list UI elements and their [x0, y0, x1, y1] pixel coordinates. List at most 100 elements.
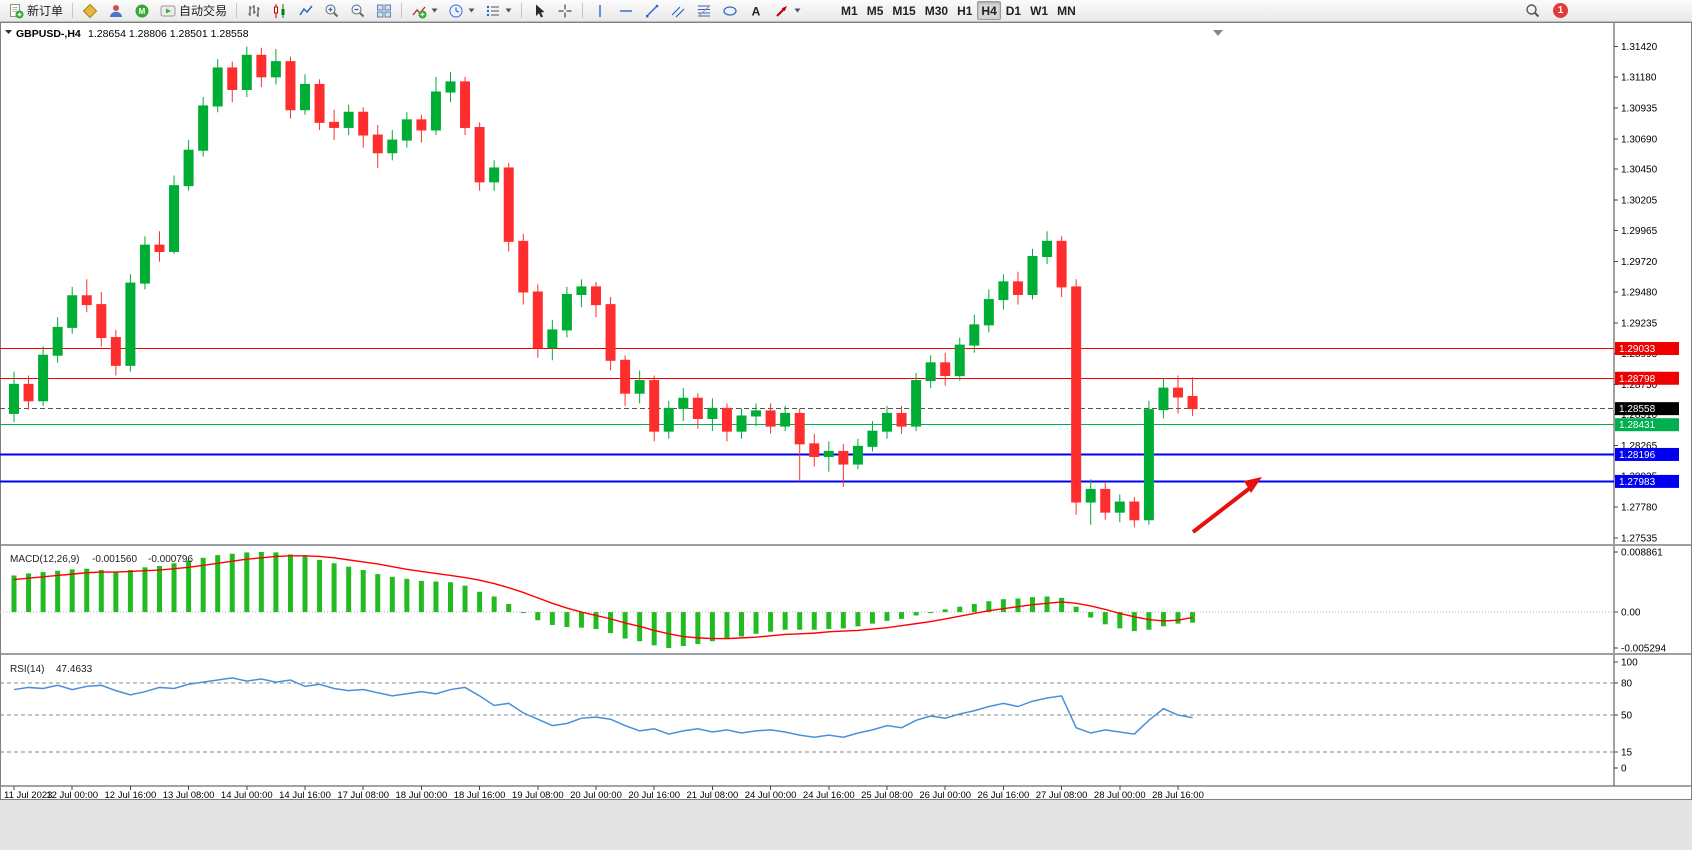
- search-button[interactable]: [1521, 1, 1545, 20]
- arrow-object-icon: [776, 5, 788, 17]
- candle-body: [707, 407, 718, 420]
- arrow-annotation-head[interactable]: [1244, 477, 1262, 493]
- timeframe-button-m15[interactable]: M15: [888, 1, 919, 20]
- channel-tool-button[interactable]: [666, 1, 690, 20]
- price-tick-label: 1.30690: [1621, 134, 1658, 145]
- line-chart-button[interactable]: [294, 1, 318, 20]
- toolbar-separator: [521, 3, 523, 18]
- candlestick-chart-button[interactable]: [268, 1, 292, 20]
- text-tool-icon: A: [752, 4, 761, 18]
- timeframe-button-m5[interactable]: M5: [863, 1, 888, 20]
- new-order-button[interactable]: 新订单: [4, 1, 67, 20]
- candle-body: [1100, 488, 1111, 513]
- macd-histogram-bar: [782, 612, 788, 630]
- time-axis-label: 28 Jul 16:00: [1152, 790, 1204, 800]
- timeframe-button-w1[interactable]: W1: [1026, 1, 1052, 20]
- price-chart-canvas[interactable]: 1.31420 1.31180 1.30935 1.30690 1.30450 1.302…: [0, 22, 1692, 800]
- clock-icon: [449, 4, 463, 17]
- candle-body: [692, 397, 703, 420]
- time-axis-label: 26 Jul 16:00: [978, 790, 1030, 800]
- candle-body: [532, 291, 543, 349]
- macd-histogram-bar: [229, 553, 235, 613]
- candle-body: [9, 383, 19, 414]
- indicators-button[interactable]: [407, 1, 442, 20]
- candle-body: [998, 281, 1009, 301]
- text-tool-button[interactable]: A: [744, 1, 768, 20]
- macd-tick-label: 0.008861: [1621, 548, 1663, 559]
- timeframe-button-mn[interactable]: MN: [1053, 1, 1080, 20]
- candle-body: [983, 299, 994, 326]
- mql5-button[interactable]: M: [130, 1, 154, 20]
- candle-body: [1042, 240, 1053, 258]
- fibonacci-tool-button[interactable]: [692, 1, 716, 20]
- macd-histogram-bar: [11, 575, 17, 613]
- macd-histogram-bar: [593, 612, 599, 630]
- candle-body: [823, 450, 834, 457]
- ellipse-tool-button[interactable]: [718, 1, 742, 20]
- arrow-annotation-line[interactable]: [1191, 486, 1252, 534]
- macd-histogram-bar: [1015, 598, 1021, 613]
- chart-shift-marker[interactable]: [1213, 30, 1223, 36]
- macd-signal-value: -0.000796: [148, 554, 193, 565]
- profiles-icon: [82, 3, 98, 18]
- macd-histogram-bar: [928, 612, 934, 614]
- vertical-line-tool-button[interactable]: [588, 1, 612, 20]
- templates-button[interactable]: [481, 1, 516, 20]
- chart-symbol-label: GBPUSD-,H4: [16, 28, 81, 40]
- crosshair-tool-button[interactable]: [553, 1, 577, 20]
- macd-histogram-bar: [884, 612, 890, 621]
- macd-histogram-bar: [651, 612, 657, 646]
- timeframe-button-m1[interactable]: M1: [837, 1, 862, 20]
- bar-chart-button[interactable]: [242, 1, 266, 20]
- macd-histogram-bar: [957, 606, 963, 613]
- macd-histogram-bar: [433, 581, 439, 613]
- candle-body: [387, 139, 398, 154]
- candle-body: [329, 121, 340, 128]
- macd-histogram-bar: [622, 612, 628, 639]
- tile-windows-button[interactable]: [372, 1, 396, 20]
- candle-body: [1056, 240, 1067, 288]
- autotrading-button[interactable]: 自动交易: [156, 1, 231, 20]
- macd-histogram-bar: [127, 570, 133, 613]
- current-price-label: [1615, 402, 1679, 416]
- candle-body: [736, 415, 747, 432]
- candle-body: [1085, 488, 1096, 503]
- candle-body: [1114, 501, 1125, 513]
- zoom-in-button[interactable]: [320, 1, 344, 20]
- time-axis-label: 12 Jul 16:00: [105, 790, 157, 800]
- periods-button[interactable]: [444, 1, 479, 20]
- trendline-tool-button[interactable]: [640, 1, 664, 20]
- candle-body: [1187, 395, 1198, 410]
- price-label-1.27983-text: 1.27983: [1619, 477, 1656, 488]
- macd-histogram-bar: [462, 585, 468, 613]
- timeframe-button-m30[interactable]: M30: [921, 1, 952, 20]
- macd-histogram-bar: [768, 612, 774, 632]
- arrow-objects-button[interactable]: [770, 1, 805, 20]
- cursor-tool-button[interactable]: [527, 1, 551, 20]
- chart-background[interactable]: [0, 22, 1692, 800]
- candle-body: [125, 282, 136, 366]
- candlestick-chart-icon: [274, 3, 285, 18]
- macd-histogram-bar: [1175, 612, 1181, 624]
- time-axis-label: 21 Jul 08:00: [687, 790, 739, 800]
- chart-profiles-button[interactable]: [78, 1, 102, 20]
- candle-body: [343, 111, 354, 128]
- candle-body: [67, 295, 78, 328]
- horizontal-line-tool-button[interactable]: [614, 1, 638, 20]
- timeframe-button-d1[interactable]: D1: [1002, 1, 1025, 20]
- zoom-out-button[interactable]: [346, 1, 370, 20]
- candle-body: [576, 286, 587, 295]
- macd-histogram-bar: [1088, 612, 1094, 618]
- candle-body: [678, 397, 689, 409]
- notification-badge[interactable]: 1: [1553, 3, 1568, 18]
- community-button[interactable]: [104, 1, 128, 20]
- vertical-line-icon: [599, 4, 601, 17]
- macd-histogram-bar: [186, 560, 192, 613]
- indicators-icon: [412, 6, 427, 18]
- macd-histogram-bar: [797, 612, 803, 630]
- macd-histogram-bar: [346, 566, 352, 613]
- timeframe-button-h1[interactable]: H1: [953, 1, 976, 20]
- status-bar-area: [0, 800, 1692, 850]
- timeframe-button-h4[interactable]: H4: [977, 1, 1001, 20]
- symbol-collapse-icon[interactable]: [5, 30, 12, 34]
